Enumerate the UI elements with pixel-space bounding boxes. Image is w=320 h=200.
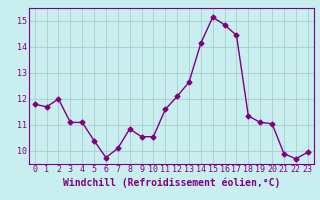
X-axis label: Windchill (Refroidissement éolien,°C): Windchill (Refroidissement éolien,°C) [62, 177, 280, 188]
